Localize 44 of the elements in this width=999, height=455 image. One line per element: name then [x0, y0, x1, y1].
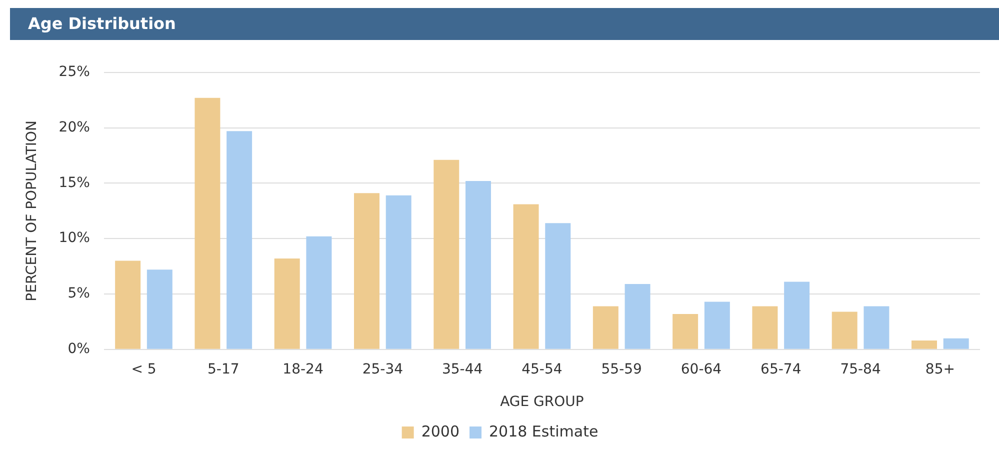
bar — [672, 314, 698, 349]
y-tick-label: 0% — [68, 341, 90, 358]
bar — [513, 204, 539, 349]
y-tick-label: 20% — [58, 119, 90, 136]
x-tick-label: 65-74 — [760, 361, 802, 378]
x-tick-label: 55-59 — [601, 361, 642, 378]
y-tick-label: 15% — [58, 174, 90, 191]
bar — [832, 312, 858, 349]
bar — [274, 258, 300, 349]
bar — [306, 236, 332, 349]
x-axis-title: AGE GROUP — [500, 394, 584, 410]
bar — [146, 270, 172, 349]
bar — [194, 98, 220, 349]
bar — [912, 340, 937, 349]
legend-label: 2000 — [421, 422, 460, 440]
chart-title: Age Distribution — [10, 8, 999, 40]
bar — [704, 302, 730, 349]
y-axis-title: PERCENT OF POPULATION — [24, 120, 40, 302]
bar — [354, 193, 380, 349]
x-tick-label: 25-34 — [362, 361, 404, 378]
bar — [226, 131, 252, 349]
bar — [784, 282, 810, 349]
x-tick-label: 45-54 — [522, 361, 562, 378]
x-tick-label: 18-24 — [282, 361, 324, 378]
x-tick-label: 85+ — [925, 361, 955, 378]
x-tick-label: 5-17 — [207, 361, 240, 378]
x-tick-label: 60-64 — [680, 361, 722, 378]
bar — [624, 284, 650, 349]
bar — [943, 338, 969, 349]
bar — [592, 306, 618, 349]
x-tick-label: 75-84 — [840, 361, 881, 378]
y-tick-label: 25% — [58, 64, 90, 80]
y-tick-label: 10% — [58, 230, 90, 246]
bar — [386, 195, 412, 349]
bar — [434, 160, 460, 349]
x-tick-label: 35-44 — [442, 361, 483, 378]
x-tick-label: < 5 — [131, 361, 156, 378]
bar — [752, 306, 778, 349]
y-tick-label: 5% — [68, 286, 90, 302]
legend-label: 2018 Estimate — [488, 422, 598, 440]
bar — [466, 180, 491, 349]
bar — [545, 223, 571, 349]
bar — [115, 260, 141, 349]
bar — [864, 306, 890, 349]
